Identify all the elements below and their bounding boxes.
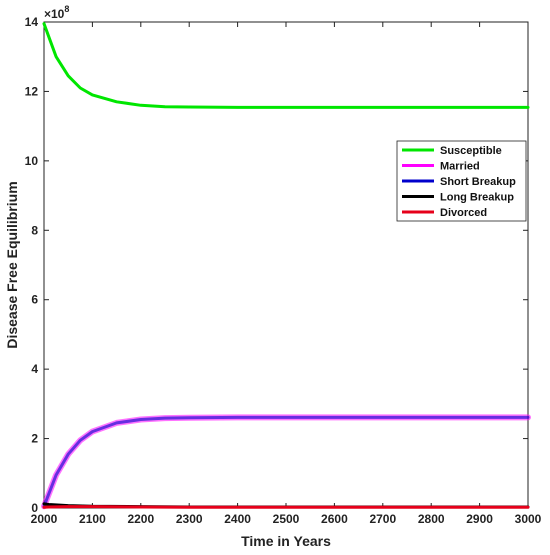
y-tick-label: 6 [31,293,38,307]
y-tick-label: 8 [31,223,38,237]
x-tick-label: 2600 [321,512,348,526]
x-tick-label: 2700 [369,512,396,526]
y-tick-label: 0 [31,501,38,515]
plot-area [43,21,529,509]
y-exponent-base: ×10 [44,7,65,21]
x-tick-label: 3000 [515,512,542,526]
legend-label: Married [440,161,480,173]
series-line-short-breakup [42,415,530,508]
x-tick-label: 2200 [127,512,154,526]
legend-label: Long Breakup [440,192,514,204]
x-tick-label: 2900 [466,512,493,526]
legend-label: Short Breakup [440,176,516,188]
y-tick-label: 2 [31,432,38,446]
y-tick-label: 12 [25,84,39,98]
series-line-divorced [42,505,530,509]
y-exponent-power: 8 [64,4,69,14]
x-tick-label: 2300 [176,512,203,526]
x-axis-label: Time in Years [241,533,331,549]
y-tick-label: 14 [25,15,39,29]
x-tick-label: 2400 [224,512,251,526]
y-axis-label: Disease Free Equilibrium [4,181,20,348]
legend-label: Divorced [440,207,487,219]
legend: Susceptible Married Short Breakup Long Brea… [396,140,527,222]
x-tick-label: 2800 [418,512,445,526]
legend-label: Susceptible [440,145,502,157]
series-line-susceptible [42,22,530,109]
x-tick-label: 2000 [31,512,58,526]
x-tick-label: 2100 [79,512,106,526]
axis-ticks: 2000 2100 2200 2300 2400 2500 2600 2700 2800 2900… [25,15,542,526]
y-tick-label: 4 [31,362,38,376]
y-exponent-label: ×108 [44,4,69,21]
series-lines [41,22,531,510]
y-tick-label: 10 [25,154,39,168]
x-tick-label: 2500 [273,512,300,526]
